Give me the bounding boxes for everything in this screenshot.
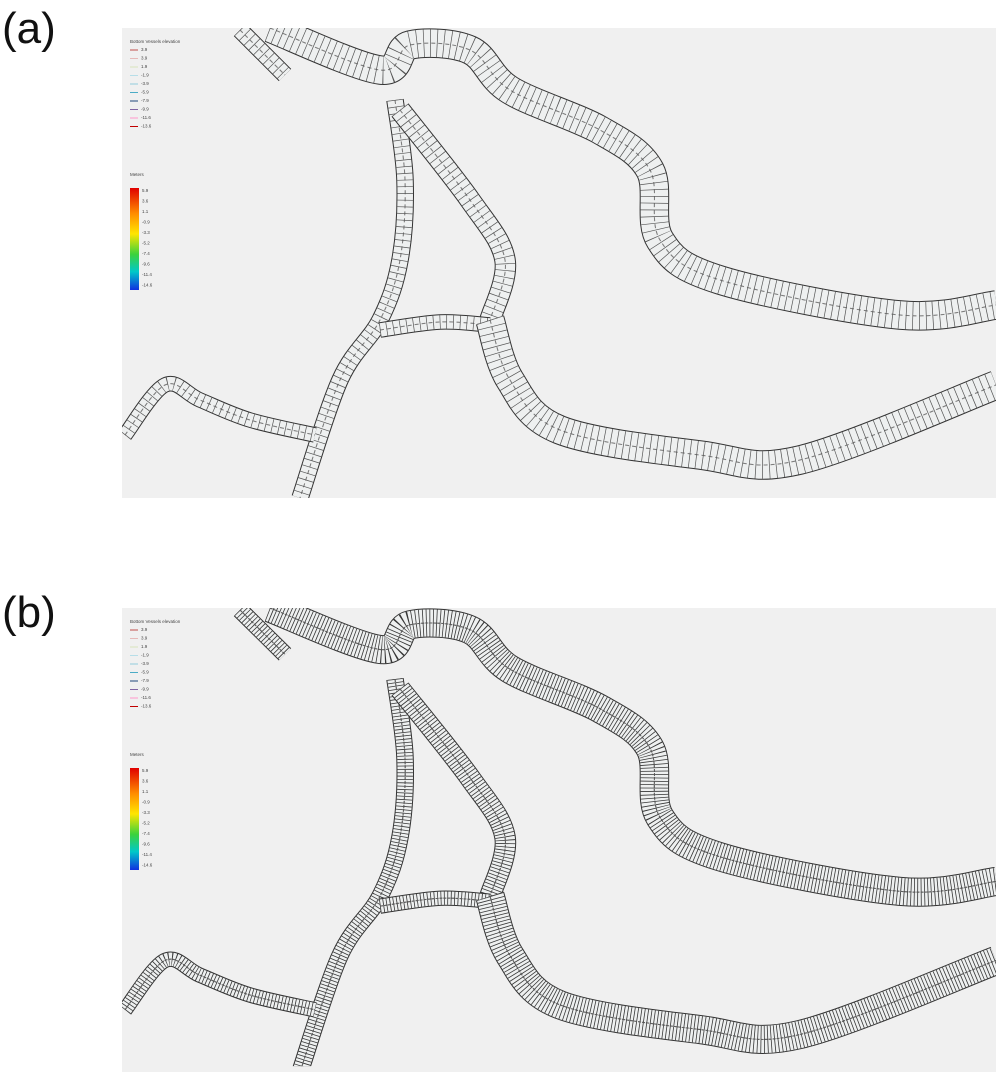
legend-label: 3.9: [141, 47, 148, 52]
legend-label: -7.9: [141, 678, 149, 683]
colorbar-label: -0.9: [142, 800, 150, 805]
colorbar-title: Meters: [130, 752, 145, 757]
colorbar-label: -5.2: [142, 821, 150, 826]
legend-label: -7.9: [141, 98, 149, 103]
colorbar-label: -0.9: [142, 220, 150, 225]
colorbar-label: 5.9: [142, 768, 149, 773]
legend-label: -11.6: [141, 115, 151, 120]
legend-label: -5.9: [141, 90, 149, 95]
legend-label: -11.6: [141, 695, 151, 700]
colorbar-label: -9.6: [142, 262, 150, 267]
legend-label: -9.9: [141, 107, 149, 112]
colorbar-label: 5.9: [142, 188, 149, 193]
colorbar-label: 3.6: [142, 779, 149, 784]
colorbar-title: Meters: [130, 172, 145, 177]
legend-label: -3.9: [141, 661, 149, 666]
legend-label: -9.9: [141, 687, 149, 692]
colorbar: [130, 768, 139, 870]
colorbar-label: -11.4: [142, 852, 152, 857]
colorbar-label: 1.1: [142, 209, 149, 214]
colorbar-label: 3.6: [142, 199, 149, 204]
legend-title: Bottom Vessels elevation: [130, 619, 181, 624]
legend-label: -13.6: [141, 704, 152, 709]
colorbar-label: -11.4: [142, 272, 152, 277]
legend-label: 1.9: [141, 64, 148, 69]
legend-title: Bottom Vessels elevation: [130, 39, 181, 44]
mesh-figure: Bottom Vessels elevation 3.9 3.9 1.9 -1.9 -3.…: [0, 0, 996, 1073]
legend-label: -1.9: [141, 73, 149, 78]
legend-label: 1.9: [141, 644, 148, 649]
legend-label: 3.9: [141, 56, 148, 61]
colorbar-label: -9.6: [142, 842, 150, 847]
colorbar-label: 1.1: [142, 789, 149, 794]
colorbar-label: -14.6: [142, 283, 153, 288]
panel: Bottom Vessels elevation 3.9 3.9 1.9 -1.9 -3.…: [122, 608, 996, 1072]
panel: Bottom Vessels elevation 3.9 3.9 1.9 -1.9 -3.…: [122, 28, 996, 498]
legend-label: -3.9: [141, 81, 149, 86]
figure: (a) (b) Bottom Vessels elevation3.93.91.…: [0, 0, 996, 1073]
legend-label: -1.9: [141, 653, 149, 658]
colorbar-label: -7.4: [142, 251, 150, 256]
legend-label: -13.6: [141, 124, 152, 129]
legend-label: 3.9: [141, 627, 148, 632]
legend-label: -5.9: [141, 670, 149, 675]
legend-label: 3.9: [141, 636, 148, 641]
colorbar-label: -7.4: [142, 831, 150, 836]
colorbar-label: -3.3: [142, 810, 150, 815]
colorbar: [130, 188, 139, 290]
colorbar-label: -14.6: [142, 863, 153, 868]
colorbar-label: -3.3: [142, 230, 150, 235]
colorbar-label: -5.2: [142, 241, 150, 246]
